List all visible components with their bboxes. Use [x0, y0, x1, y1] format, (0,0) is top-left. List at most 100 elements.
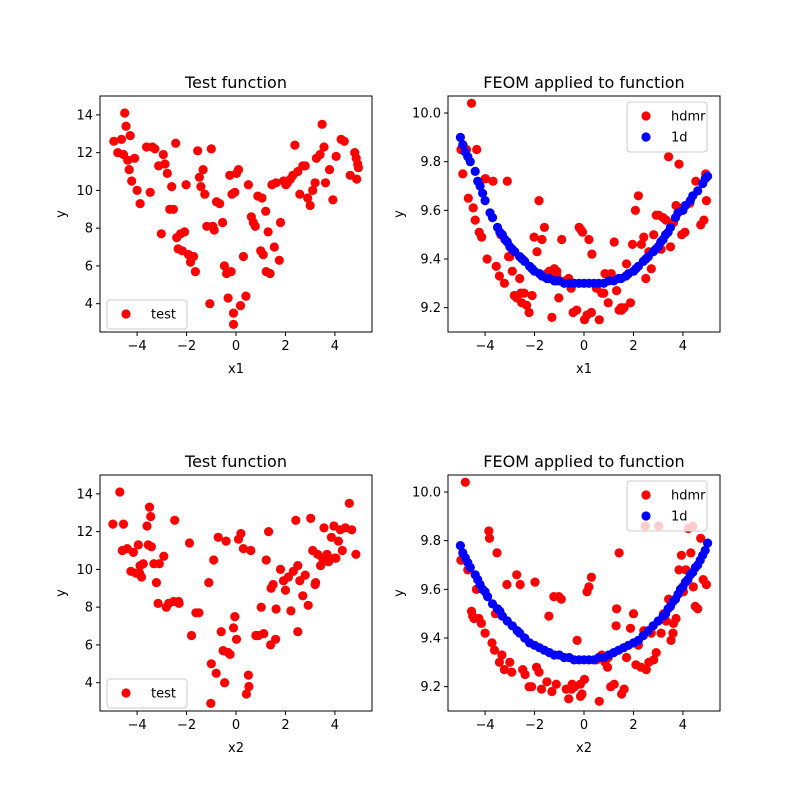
point-test-71	[269, 242, 279, 252]
point-test-96	[330, 553, 340, 563]
x-tick-label: −2	[525, 718, 544, 733]
point-test-37	[194, 172, 204, 182]
point-test-30	[204, 578, 214, 588]
point-test-50	[259, 629, 269, 639]
y-tick-label: 6	[85, 638, 93, 653]
point-test-80	[333, 536, 343, 546]
point-hdmr-30	[534, 196, 544, 206]
point-hdmr-9	[484, 526, 494, 536]
point-hdmr-13	[491, 261, 501, 271]
point-hdmr-59	[612, 286, 622, 296]
point-test-35	[190, 267, 200, 277]
point-hdmr-28	[536, 684, 547, 694]
point-hdmr-72	[646, 264, 656, 274]
point-test-99	[246, 545, 256, 556]
point-hdmr-76	[671, 613, 681, 624]
point-test-74	[275, 217, 286, 228]
point-hdmr-30	[547, 686, 557, 697]
point-hdmr-10	[484, 533, 495, 543]
legend-marker-test	[121, 688, 131, 698]
point-test-2	[118, 519, 129, 529]
point-test-34	[188, 251, 199, 262]
point-test-56	[275, 564, 286, 575]
point-1d-0	[455, 541, 465, 551]
point-hdmr-29	[532, 247, 542, 257]
point-1d-61	[665, 222, 676, 232]
point-1d-10	[483, 592, 493, 602]
point-test-11	[132, 185, 142, 195]
point-hdmr-50	[584, 234, 594, 245]
y-tick-label: 14	[76, 487, 93, 502]
point-hdmr-97	[542, 677, 552, 687]
point-hdmr-63	[621, 259, 632, 269]
point-test-36	[220, 678, 230, 688]
point-test-109	[206, 144, 216, 154]
point-test-95	[135, 568, 145, 578]
point-test-68	[263, 227, 273, 237]
y-tick-label: 10.0	[412, 107, 441, 122]
point-hdmr-19	[507, 266, 517, 276]
point-hdmr-26	[524, 307, 534, 318]
point-test-59	[243, 180, 253, 190]
y-tick-label: 12	[76, 146, 93, 161]
point-test-60	[286, 606, 296, 616]
point-hdmr-54	[614, 548, 624, 558]
point-hdmr-70	[641, 273, 651, 284]
y-axis-label: y	[392, 589, 407, 597]
point-test-5	[128, 547, 138, 558]
point-hdmr-12	[488, 176, 498, 186]
point-test-98	[339, 136, 349, 146]
point-1d-68	[693, 186, 703, 196]
point-hdmr-82	[686, 548, 696, 558]
point-test-54	[230, 187, 240, 197]
point-test-29	[194, 608, 204, 618]
x-tick-label: −4	[128, 718, 147, 733]
point-test-96	[331, 151, 341, 161]
point-hdmr-97	[616, 303, 626, 313]
y-tick-label: 9.4	[420, 253, 441, 268]
point-hdmr-90	[512, 570, 522, 580]
point-hdmr-8	[480, 628, 490, 638]
point-hdmr-11	[487, 638, 497, 648]
point-test-104	[352, 174, 362, 184]
y-tick-label: 14	[76, 108, 93, 123]
x-axis-label: x2	[228, 741, 244, 756]
point-hdmr-27	[527, 290, 537, 301]
y-tick-label: 10.0	[412, 486, 441, 501]
point-test-91	[317, 119, 327, 129]
point-hdmr-19	[507, 667, 517, 677]
point-1d-4	[465, 157, 475, 167]
point-hdmr-15	[497, 650, 507, 660]
point-hdmr-20	[515, 579, 525, 590]
point-test-62	[291, 515, 301, 525]
point-hdmr-78	[676, 550, 687, 560]
axes-frame	[447, 95, 721, 333]
point-hdmr-94	[516, 288, 526, 298]
point-hdmr-90	[701, 196, 712, 206]
point-test-106	[226, 267, 236, 277]
point-test-84	[300, 161, 310, 171]
point-test-98	[174, 598, 184, 609]
point-test-2	[116, 134, 127, 144]
point-hdmr-34	[556, 594, 566, 604]
point-hdmr-4	[466, 98, 477, 108]
point-test-94	[324, 165, 335, 175]
point-test-50	[223, 293, 233, 303]
point-hdmr-1	[458, 169, 468, 179]
point-test-67	[303, 600, 313, 610]
point-test-36	[193, 146, 203, 156]
panel-top-left: Test function x1 y −4 −2 0 2 4 4 6 8 10 12 14 test	[54, 73, 373, 377]
point-test-66	[258, 250, 268, 260]
point-test-57	[235, 301, 246, 311]
point-hdmr-56	[619, 684, 629, 694]
legend-marker-1d	[641, 132, 651, 142]
scatter-points	[109, 108, 363, 329]
point-test-90	[211, 668, 221, 678]
point-hdmr-14	[494, 271, 504, 281]
point-test-24	[168, 204, 178, 214]
point-test-93	[293, 627, 303, 637]
point-hdmr-32	[551, 679, 561, 689]
panel-top-right: FEOM applied to function x1 y −4 −2 0 2 4 9.2…	[392, 73, 721, 377]
point-hdmr-53	[612, 604, 622, 614]
axes-frame	[99, 474, 373, 712]
